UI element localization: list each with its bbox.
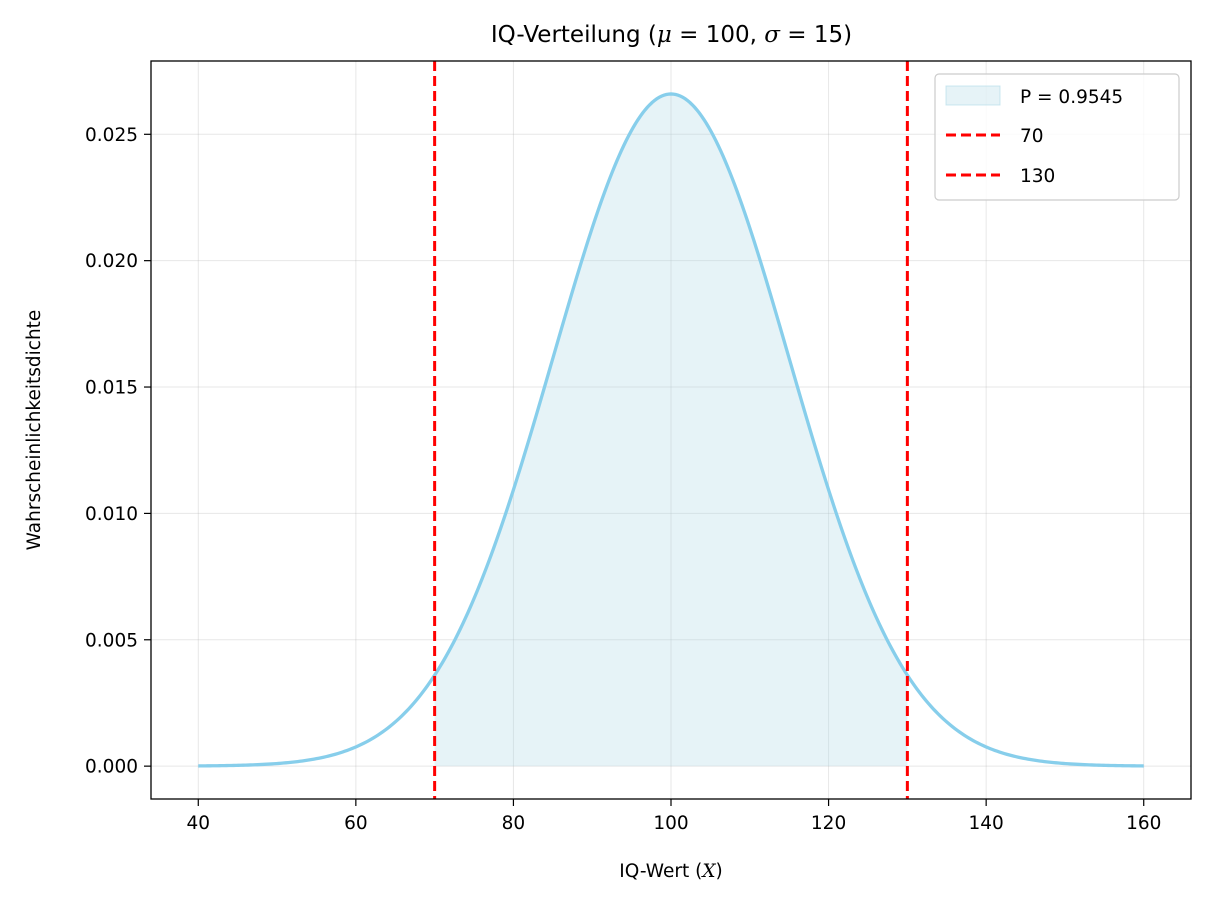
legend-label-fill: P = 0.9545 <box>1020 87 1123 108</box>
y-tick-label-1: 0.005 <box>85 630 138 651</box>
chart-title: IQ-Verteilung (μ = 100, σ = 15) <box>491 22 852 48</box>
x-tick-label-0: 40 <box>186 813 210 834</box>
y-tick-label-3: 0.015 <box>85 378 138 399</box>
x-tick-label-3: 100 <box>653 813 688 834</box>
y-tick-label-5: 0.025 <box>85 125 138 146</box>
y-tick-label-2: 0.010 <box>85 504 138 525</box>
legend-label-70: 70 <box>1020 126 1044 147</box>
threshold-lines <box>433 61 909 799</box>
axis-ticks <box>144 133 1145 806</box>
legend-label-130: 130 <box>1020 166 1055 187</box>
x-tick-label-5: 140 <box>968 813 1003 834</box>
y-tick-label-0: 0.000 <box>85 757 138 778</box>
x-tick-label-2: 80 <box>502 813 526 834</box>
y-axis-label: Wahrscheinlichkeitsdichte <box>24 310 45 551</box>
legend-swatch-fill <box>945 85 1001 106</box>
x-tick-labels: 40 60 80 100 120 140 160 <box>186 813 1161 834</box>
y-tick-labels: 0.000 0.005 0.010 0.015 0.020 0.025 <box>85 125 138 778</box>
x-axis-label: IQ-Wert (X) <box>619 861 722 882</box>
density-curve <box>198 92 1144 768</box>
x-tick-label-4: 120 <box>811 813 846 834</box>
x-tick-label-1: 60 <box>344 813 368 834</box>
probability-fill-area <box>434 93 908 767</box>
y-tick-label-4: 0.020 <box>85 251 138 272</box>
grid-lines <box>151 61 1191 799</box>
legend: P = 0.9545 70 130 <box>934 73 1180 201</box>
x-tick-label-6: 160 <box>1126 813 1161 834</box>
